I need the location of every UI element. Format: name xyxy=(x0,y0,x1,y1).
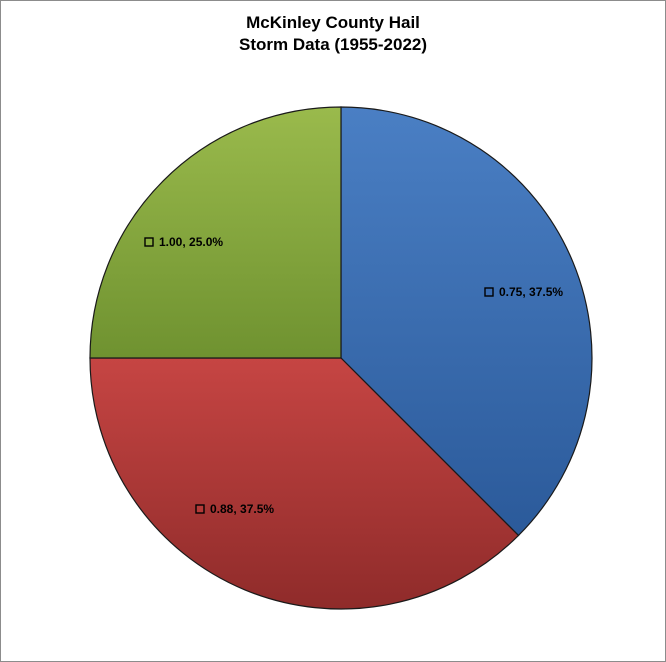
chart-title-line-2: Storm Data (1955-2022) xyxy=(238,35,428,54)
legend-key-1-00 xyxy=(144,237,154,247)
legend-key-0-88 xyxy=(195,504,205,514)
data-label-0-88: 0.88, 37.5% xyxy=(210,502,274,516)
chart-title: McKinley County Hail Storm Data (1955-20… xyxy=(0,12,666,56)
chart-title-line-1: McKinley County Hail xyxy=(246,13,420,32)
legend-key-0-75 xyxy=(484,287,494,297)
pie-slice-0-75 xyxy=(340,106,593,537)
pie-slice-0-88 xyxy=(89,357,520,610)
pie-slice-1-00 xyxy=(89,106,342,359)
data-label-0-75: 0.75, 37.5% xyxy=(499,285,563,299)
data-label-1-00: 1.00, 25.0% xyxy=(159,235,223,249)
